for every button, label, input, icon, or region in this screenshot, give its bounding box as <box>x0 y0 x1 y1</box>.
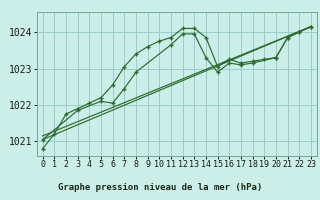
Text: Graphe pression niveau de la mer (hPa): Graphe pression niveau de la mer (hPa) <box>58 183 262 192</box>
